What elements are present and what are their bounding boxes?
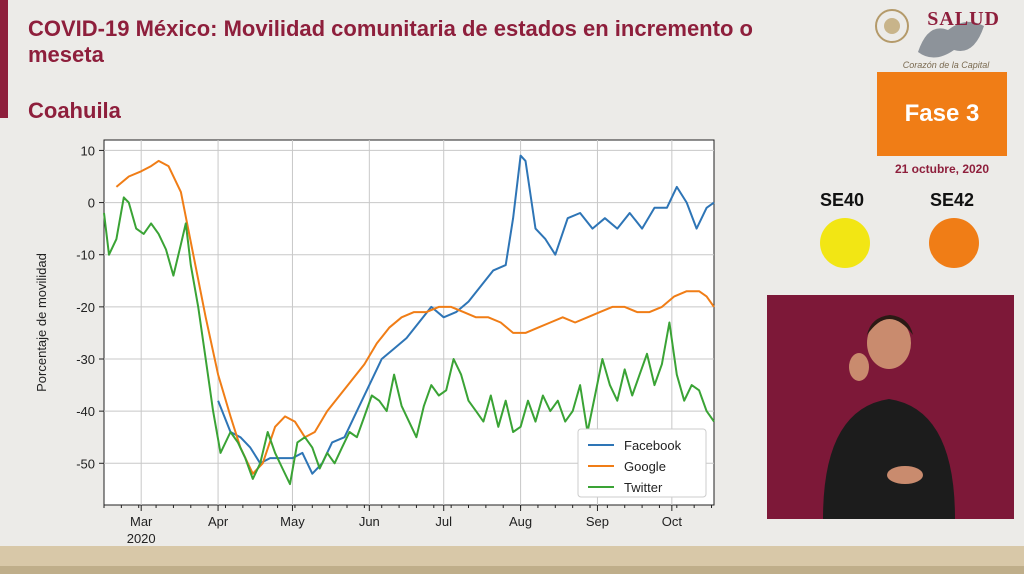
y-tick-label: 0 [88, 196, 95, 211]
sign-language-interpreter [767, 295, 1014, 519]
x-tick-label: Jul [435, 514, 452, 529]
footer-stripe [0, 546, 1024, 566]
y-tick-label: -10 [76, 248, 95, 263]
y-tick-label: -30 [76, 352, 95, 367]
series-line-twitter [103, 196, 715, 486]
phase-badge: Fase 3 [877, 72, 1007, 156]
salud-logo: SALUD [870, 4, 1010, 68]
footer-line [0, 566, 1024, 574]
legend-label-facebook: Facebook [624, 438, 682, 453]
logo-emblem-icon [875, 9, 984, 58]
state-name: Coahuila [28, 98, 121, 123]
legend-label-twitter: Twitter [624, 480, 663, 495]
week-indicator-se42 [929, 218, 979, 268]
page-title: COVID-19 México: Movilidad comunitaria d… [28, 16, 753, 67]
y-tick-label: -40 [76, 404, 95, 419]
x-tick-label: Apr [208, 514, 229, 529]
logo-tagline: Corazón de la Capital [902, 60, 990, 70]
week-label-se42: SE42 [929, 190, 975, 210]
mobility-chart: 10 0 -10 -20 -30 -40 -50 Mar 2020 Apr May Jun Jul Aug… [20, 135, 740, 550]
y-tick-label: -20 [76, 300, 95, 315]
x-tick-label: Aug [509, 514, 532, 529]
legend-label-google: Google [624, 459, 666, 474]
series-line-facebook [217, 154, 715, 475]
x-tick-label: Oct [662, 514, 683, 529]
week-label-se40: SE40 [819, 190, 865, 210]
y-axis-label: Porcentaje de movilidad [34, 253, 49, 392]
x-tick-label: Sep [586, 514, 609, 529]
y-tick-label: -50 [76, 456, 95, 471]
y-tick-label: 10 [81, 143, 95, 158]
x-tick-sublabel: 2020 [127, 531, 156, 546]
series-line-google [115, 159, 715, 475]
phase-date: 21 octubre, 2020 [894, 162, 990, 176]
agency-label: SALUD [927, 8, 1000, 30]
x-tick-label: May [280, 514, 305, 529]
week-indicator-se40 [820, 218, 870, 268]
x-tick-label: Jun [359, 514, 380, 529]
accent-bar [0, 0, 8, 118]
interpreter-figure-icon [767, 295, 1014, 519]
chart-svg: 10 0 -10 -20 -30 -40 -50 Mar 2020 Apr May Jun Jul Aug… [34, 139, 715, 546]
x-tick-label: Mar [130, 514, 153, 529]
